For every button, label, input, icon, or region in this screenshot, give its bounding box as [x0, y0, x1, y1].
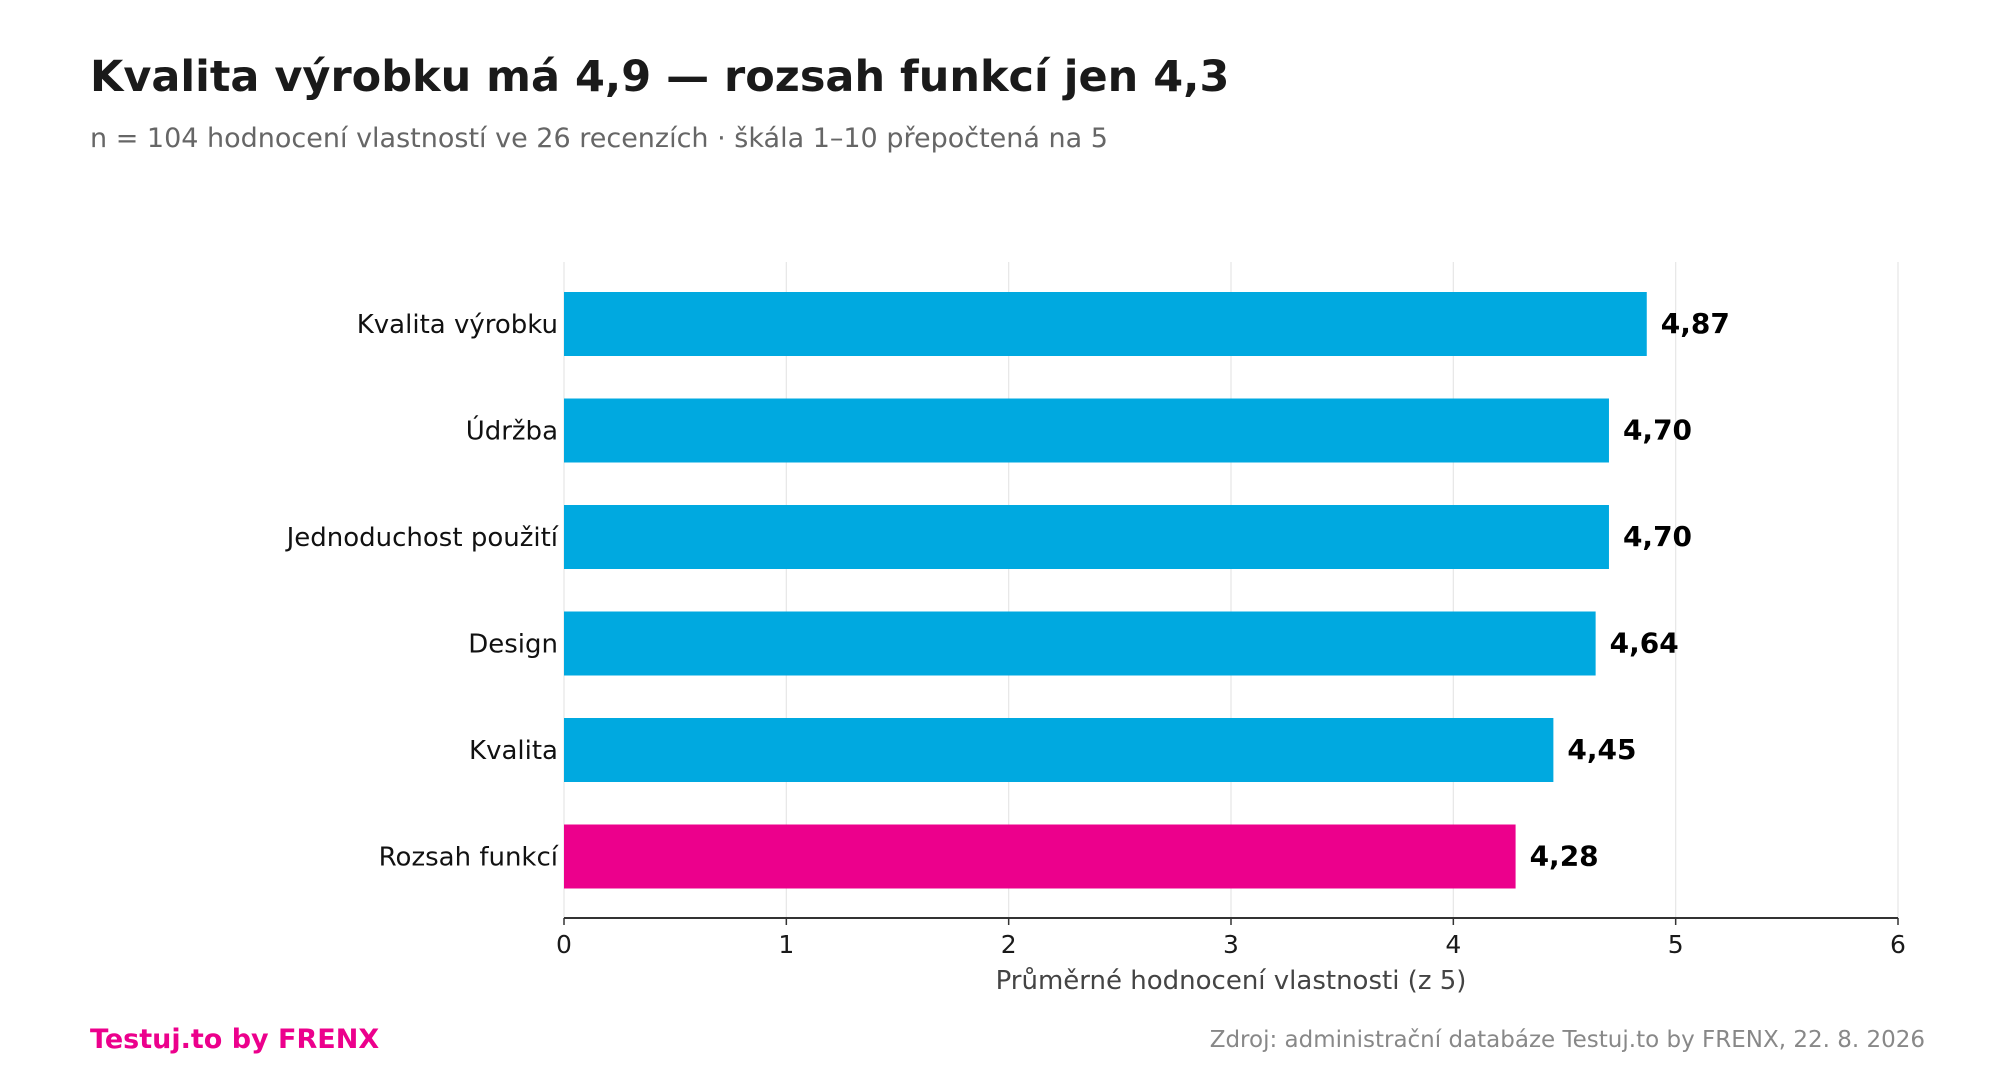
- x-axis-title: Průměrné hodnocení vlastnosti (z 5): [996, 966, 1467, 996]
- x-tick-label-0: 0: [556, 930, 572, 959]
- value-label-5: 4,28: [1530, 840, 1599, 873]
- category-label-3: Design: [468, 630, 558, 660]
- x-tick-label-3: 3: [1223, 930, 1239, 959]
- x-tick-label-2: 2: [1001, 930, 1017, 959]
- bar-3: [564, 611, 1596, 676]
- value-label-3: 4,64: [1610, 627, 1679, 660]
- category-label-5: Rozsah funkcí: [379, 843, 559, 873]
- category-label-0: Kvalita výrobku: [357, 310, 558, 340]
- x-tick-label-4: 4: [1445, 930, 1461, 959]
- category-label-2: Jednoduchost použití: [285, 523, 559, 553]
- bar-4: [564, 718, 1554, 782]
- value-label-2: 4,70: [1623, 520, 1692, 553]
- bar-chart: Kvalita výrobku 4,87 Údržba 4,70 Jednoduchos…: [285, 262, 1906, 996]
- bar-5: [564, 824, 1516, 889]
- x-tick-label-1: 1: [778, 930, 794, 959]
- x-tick-label-5: 5: [1668, 930, 1684, 959]
- value-label-0: 4,87: [1661, 307, 1730, 340]
- chart-title: Kvalita výrobku má 4,9 — rozsah funkcí j…: [90, 52, 1230, 102]
- value-label-1: 4,70: [1623, 414, 1692, 447]
- chart-subtitle: n = 104 hodnocení vlastností ve 26 recen…: [90, 123, 1108, 154]
- brand-logo-text: Testuj.to by FRENX: [90, 1024, 380, 1055]
- source-note: Zdroj: administrační databáze Testuj.to …: [1209, 1027, 1925, 1053]
- x-tick-label-6: 6: [1890, 930, 1906, 959]
- category-label-4: Kvalita: [469, 736, 558, 766]
- category-label-1: Údržba: [466, 415, 558, 447]
- bar-2: [564, 505, 1609, 569]
- bar-0: [564, 292, 1647, 356]
- value-label-4: 4,45: [1567, 733, 1636, 766]
- bar-1: [564, 398, 1609, 463]
